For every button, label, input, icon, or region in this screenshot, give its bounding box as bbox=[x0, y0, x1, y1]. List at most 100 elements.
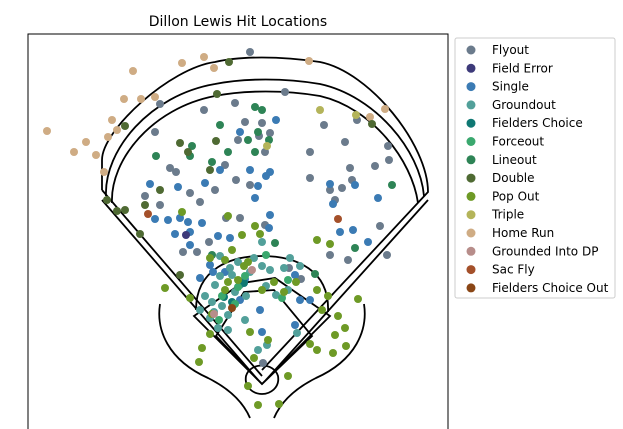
point-groundout bbox=[280, 264, 288, 272]
point-groundout bbox=[196, 306, 204, 314]
point-groundout bbox=[258, 238, 266, 246]
point-pop-out bbox=[206, 254, 214, 262]
point-pop-out bbox=[238, 231, 246, 239]
point-fielders-choice bbox=[240, 279, 248, 287]
point-flyout bbox=[384, 142, 392, 150]
plot-area bbox=[27, 33, 449, 429]
infield-arc bbox=[195, 255, 329, 313]
point-double bbox=[136, 230, 144, 238]
point-pop-out bbox=[224, 212, 232, 220]
legend-marker-forceout bbox=[466, 137, 476, 146]
legend-label-pop-out: Pop Out bbox=[492, 189, 540, 203]
point-flyout bbox=[306, 174, 314, 182]
point-pop-out bbox=[224, 278, 232, 286]
backstop-curve bbox=[158, 303, 251, 419]
point-single bbox=[336, 228, 344, 236]
point-flyout bbox=[241, 118, 249, 126]
point-pop-out bbox=[206, 330, 214, 338]
point-flyout bbox=[236, 214, 244, 222]
point-flyout bbox=[141, 192, 149, 200]
point-pop-out bbox=[244, 382, 252, 390]
point-double bbox=[141, 201, 149, 209]
point-pop-out bbox=[254, 401, 262, 409]
legend-label-fielders-choice: Fielders Choice bbox=[492, 116, 583, 130]
point-single bbox=[236, 128, 244, 136]
point-pop-out bbox=[334, 312, 342, 320]
legend-marker-single bbox=[466, 82, 476, 92]
point-forceout bbox=[215, 316, 223, 324]
point-pop-out bbox=[250, 354, 258, 362]
point-home-run bbox=[137, 95, 145, 103]
point-double bbox=[213, 90, 221, 98]
point-groundout bbox=[234, 258, 242, 266]
point-lineout bbox=[311, 270, 319, 278]
point-pop-out bbox=[246, 328, 254, 336]
point-pop-out bbox=[306, 340, 314, 348]
point-pop-out bbox=[228, 246, 236, 254]
legend-marker-triple bbox=[466, 210, 476, 220]
foul-territory-left bbox=[101, 199, 259, 381]
legend-label-single: Single bbox=[492, 80, 529, 94]
point-home-run bbox=[210, 64, 218, 72]
point-triple bbox=[263, 142, 271, 150]
point-single bbox=[374, 194, 382, 202]
point-double bbox=[176, 139, 184, 147]
point-pop-out bbox=[258, 286, 266, 294]
point-fielders-choice-out bbox=[228, 304, 236, 312]
point-home-run bbox=[100, 168, 108, 176]
point-flyout bbox=[211, 186, 219, 194]
point-home-run bbox=[108, 116, 116, 124]
legend-marker-flyout bbox=[466, 45, 476, 55]
point-groundout bbox=[286, 254, 294, 262]
point-flyout bbox=[326, 186, 334, 194]
legend-label-double: Double bbox=[492, 171, 535, 185]
point-home-run bbox=[92, 151, 100, 159]
point-flyout bbox=[258, 119, 266, 127]
point-forceout bbox=[241, 272, 249, 280]
point-lineout bbox=[254, 128, 262, 136]
point-flyout bbox=[232, 176, 240, 184]
point-double bbox=[113, 207, 121, 215]
point-flyout bbox=[156, 201, 164, 209]
point-single bbox=[164, 216, 172, 224]
point-flyout bbox=[326, 251, 334, 259]
legend-marker-grounded-into-dp bbox=[466, 246, 476, 256]
point-flyout bbox=[200, 106, 208, 114]
point-single bbox=[174, 183, 182, 191]
point-home-run bbox=[178, 59, 186, 67]
point-double bbox=[176, 271, 184, 279]
point-flyout bbox=[346, 164, 354, 172]
point-pop-out bbox=[329, 349, 337, 357]
point-lineout bbox=[271, 239, 279, 247]
point-lineout bbox=[351, 244, 359, 252]
point-flyout bbox=[371, 162, 379, 170]
point-groundout bbox=[250, 254, 258, 262]
point-pop-out bbox=[221, 256, 229, 264]
legend-marker-double bbox=[466, 173, 476, 183]
point-double bbox=[156, 186, 164, 194]
point-double bbox=[206, 166, 214, 174]
point-single bbox=[216, 166, 224, 174]
point-single bbox=[184, 218, 192, 226]
point-lineout bbox=[216, 121, 224, 129]
point-flyout bbox=[186, 189, 194, 197]
point-single bbox=[201, 179, 209, 187]
point-pop-out bbox=[313, 346, 321, 354]
point-groundout bbox=[254, 346, 262, 354]
point-flyout bbox=[196, 198, 204, 206]
point-double bbox=[121, 206, 129, 214]
point-forceout bbox=[218, 292, 226, 300]
point-groundout bbox=[216, 272, 224, 280]
point-single bbox=[146, 180, 154, 188]
point-single bbox=[258, 328, 266, 336]
point-flyout bbox=[234, 136, 242, 144]
point-triple bbox=[352, 111, 360, 119]
legend-marker-home-run bbox=[466, 228, 476, 238]
point-sac-fly bbox=[144, 210, 152, 218]
point-groundout bbox=[211, 281, 219, 289]
point-flyout bbox=[281, 88, 289, 96]
point-pop-out bbox=[341, 324, 349, 332]
point-single bbox=[272, 116, 280, 124]
point-flyout bbox=[266, 129, 274, 137]
point-flyout bbox=[341, 138, 349, 146]
